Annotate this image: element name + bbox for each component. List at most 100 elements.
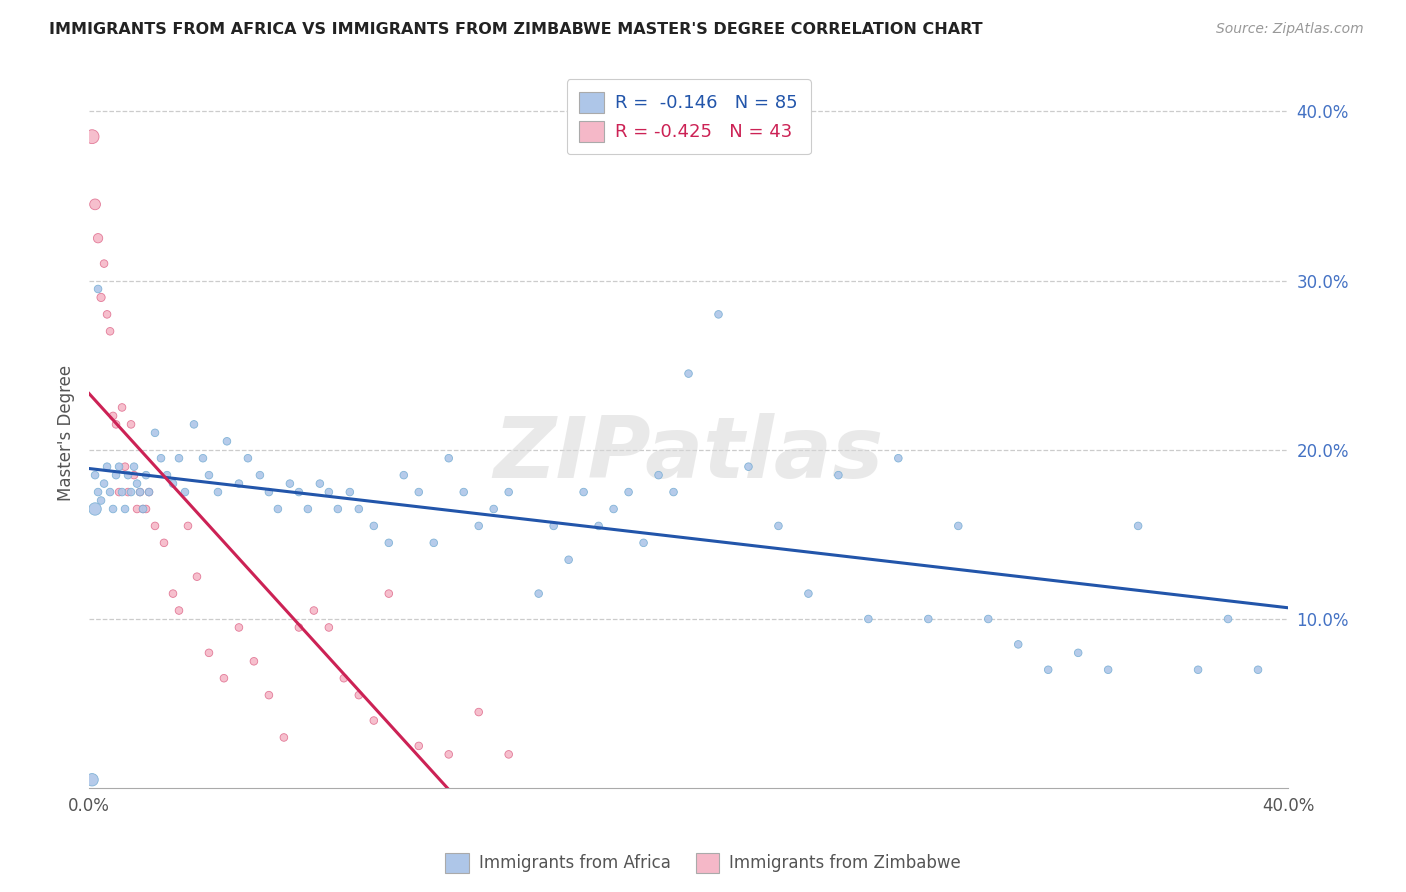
Point bbox=[162, 586, 184, 600]
Point bbox=[183, 417, 205, 432]
Point bbox=[135, 502, 157, 516]
Point bbox=[96, 459, 118, 474]
Point bbox=[84, 502, 107, 516]
Point bbox=[347, 688, 370, 702]
Text: IMMIGRANTS FROM AFRICA VS IMMIGRANTS FROM ZIMBABWE MASTER'S DEGREE CORRELATION C: IMMIGRANTS FROM AFRICA VS IMMIGRANTS FRO… bbox=[49, 22, 983, 37]
Point bbox=[326, 502, 349, 516]
Point bbox=[1067, 646, 1090, 660]
Point bbox=[339, 485, 361, 500]
Point bbox=[288, 485, 311, 500]
Point bbox=[167, 451, 190, 466]
Point bbox=[111, 485, 134, 500]
Point bbox=[278, 476, 301, 491]
Text: ZIPatlas: ZIPatlas bbox=[494, 413, 883, 496]
Point bbox=[198, 468, 221, 483]
Point bbox=[1247, 663, 1270, 677]
Point bbox=[267, 502, 290, 516]
Point bbox=[288, 620, 311, 634]
Point bbox=[228, 620, 250, 634]
Point bbox=[1126, 519, 1149, 533]
Point bbox=[662, 485, 685, 500]
Point bbox=[105, 417, 128, 432]
Point bbox=[150, 451, 173, 466]
Point bbox=[93, 257, 115, 271]
Point bbox=[122, 468, 145, 483]
Point bbox=[93, 476, 115, 491]
Point bbox=[318, 620, 340, 634]
Point bbox=[249, 468, 271, 483]
Point bbox=[162, 476, 184, 491]
Point bbox=[138, 485, 160, 500]
Point bbox=[737, 459, 759, 474]
Point bbox=[498, 747, 520, 762]
Point bbox=[363, 714, 385, 728]
Point bbox=[87, 231, 110, 245]
Point bbox=[105, 468, 128, 483]
Point bbox=[96, 307, 118, 321]
Point bbox=[101, 409, 124, 423]
Point bbox=[602, 502, 624, 516]
Point bbox=[153, 536, 176, 550]
Point bbox=[453, 485, 475, 500]
Point bbox=[98, 324, 121, 338]
Point bbox=[243, 654, 266, 668]
Point bbox=[132, 502, 155, 516]
Point bbox=[129, 485, 152, 500]
Point bbox=[408, 485, 430, 500]
Point bbox=[1007, 637, 1029, 651]
Point bbox=[80, 129, 103, 144]
Point bbox=[111, 401, 134, 415]
Point bbox=[917, 612, 939, 626]
Point bbox=[633, 536, 655, 550]
Point bbox=[647, 468, 669, 483]
Point bbox=[308, 476, 330, 491]
Point bbox=[1187, 663, 1209, 677]
Point bbox=[768, 519, 790, 533]
Point bbox=[167, 603, 190, 617]
Point bbox=[207, 485, 229, 500]
Point bbox=[84, 197, 107, 211]
Point bbox=[80, 772, 103, 787]
Point bbox=[174, 485, 197, 500]
Point bbox=[318, 485, 340, 500]
Point bbox=[557, 553, 579, 567]
Point bbox=[1097, 663, 1119, 677]
Point bbox=[482, 502, 505, 516]
Point bbox=[129, 485, 152, 500]
Point bbox=[588, 519, 610, 533]
Point bbox=[423, 536, 446, 550]
Point bbox=[215, 434, 238, 449]
Point bbox=[363, 519, 385, 533]
Legend: R =  -0.146   N = 85, R = -0.425   N = 43: R = -0.146 N = 85, R = -0.425 N = 43 bbox=[567, 79, 810, 154]
Point bbox=[120, 417, 142, 432]
Point bbox=[186, 570, 208, 584]
Point bbox=[437, 747, 460, 762]
Point bbox=[117, 468, 139, 483]
Point bbox=[87, 485, 110, 500]
Y-axis label: Master's Degree: Master's Degree bbox=[58, 365, 75, 501]
Point bbox=[827, 468, 849, 483]
Point bbox=[228, 476, 250, 491]
Point bbox=[90, 290, 112, 304]
Point bbox=[143, 519, 166, 533]
Point bbox=[122, 459, 145, 474]
Point bbox=[138, 485, 160, 500]
Point bbox=[948, 519, 970, 533]
Point bbox=[101, 502, 124, 516]
Point bbox=[297, 502, 319, 516]
Point bbox=[143, 425, 166, 440]
Point bbox=[467, 519, 489, 533]
Point bbox=[977, 612, 1000, 626]
Point bbox=[1038, 663, 1060, 677]
Point bbox=[467, 705, 489, 719]
Point bbox=[887, 451, 910, 466]
Point bbox=[98, 485, 121, 500]
Legend: Immigrants from Africa, Immigrants from Zimbabwe: Immigrants from Africa, Immigrants from … bbox=[439, 847, 967, 880]
Point bbox=[347, 502, 370, 516]
Point bbox=[132, 502, 155, 516]
Point bbox=[617, 485, 640, 500]
Point bbox=[527, 586, 550, 600]
Point bbox=[212, 671, 235, 685]
Point bbox=[392, 468, 415, 483]
Point bbox=[378, 536, 401, 550]
